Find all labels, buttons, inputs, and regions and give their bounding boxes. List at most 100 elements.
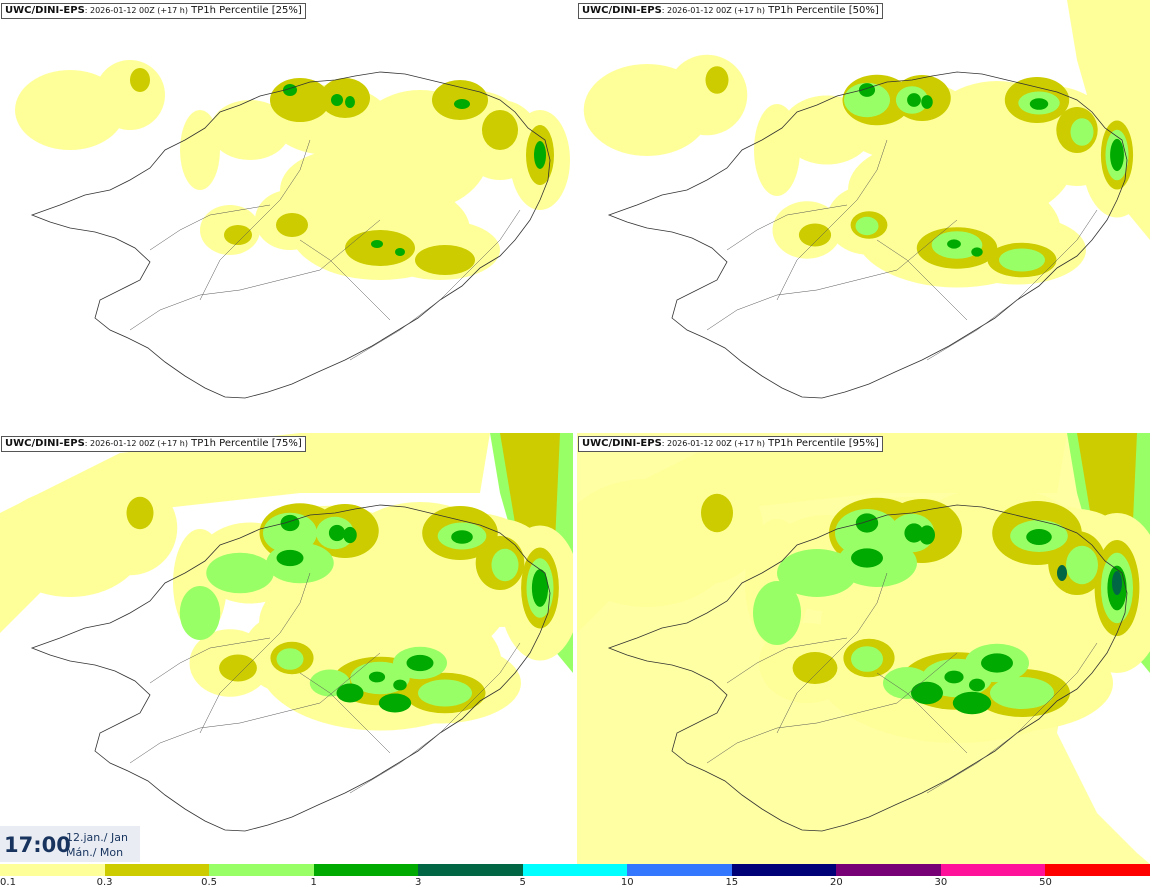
precip-contour <box>219 654 257 682</box>
precip-contour <box>904 523 924 543</box>
precip-contour <box>276 213 308 237</box>
precip-contour <box>418 679 472 707</box>
precip-map <box>583 0 1150 399</box>
valid-time: 17:00 <box>4 833 71 857</box>
road-line <box>149 637 271 684</box>
valid-weekday: Mán./ Mon <box>66 846 124 859</box>
panel-divider <box>573 0 577 864</box>
road-line <box>726 637 848 684</box>
precip-contour <box>981 653 1013 673</box>
precip-contour <box>907 93 921 107</box>
road-line <box>776 572 888 734</box>
coastline <box>607 504 1128 832</box>
precip-contour <box>95 60 165 130</box>
precip-contour <box>415 245 475 275</box>
colorbar-swatch <box>104 864 210 876</box>
road-line <box>349 209 521 361</box>
colorbar-swatch <box>731 864 837 876</box>
precip-contour <box>82 480 178 576</box>
precip-contour <box>753 581 801 645</box>
road-line <box>199 572 311 734</box>
precip-contour <box>336 683 364 703</box>
road-line <box>149 204 271 251</box>
panel-title: UWC/DINI-EPS: 2026-01-12 00Z (+17 h) TP1… <box>1 3 306 19</box>
precip-contour <box>371 240 383 248</box>
precip-contour <box>990 677 1054 709</box>
panel-title: UWC/DINI-EPS: 2026-01-12 00Z (+17 h) TP1… <box>578 436 883 452</box>
precip-contour <box>911 681 943 705</box>
precip-map <box>0 433 573 832</box>
colorbar-labels: 0.1 0.3 0.5 1 3 5 10 15 20 30 50 <box>0 877 1150 891</box>
precip-contour <box>971 247 983 257</box>
precip-contour <box>454 99 470 109</box>
precip-contour <box>1110 138 1124 172</box>
precip-contour <box>180 110 220 190</box>
road-line <box>776 139 888 301</box>
precip-contour <box>320 78 370 118</box>
precip-contour <box>130 68 150 92</box>
precip-contour <box>1057 565 1067 581</box>
road-line <box>726 204 848 251</box>
precip-contour <box>944 670 964 684</box>
road-line <box>706 652 958 764</box>
precip-contour <box>331 94 343 106</box>
precip-map <box>15 60 570 399</box>
coastline <box>30 71 551 399</box>
precip-contour <box>1070 118 1094 146</box>
colorbar-swatch <box>836 864 941 876</box>
precip-contour <box>276 549 304 567</box>
colorbar-label: 1 <box>310 877 317 888</box>
colorbar-label: 20 <box>829 877 843 888</box>
valid-date: 12.jan./ Jan <box>66 831 128 844</box>
precip-contour <box>378 693 412 713</box>
precip-contour <box>210 100 290 160</box>
coastline <box>607 71 1128 399</box>
precip-contour <box>1029 98 1049 110</box>
colorbar-label: 0.5 <box>201 877 218 888</box>
precip-contour <box>851 548 883 568</box>
precip-contour <box>999 248 1045 272</box>
colorbar-label: 5 <box>519 877 526 888</box>
road-line <box>199 139 311 301</box>
road-line <box>299 672 391 754</box>
colorbar <box>0 864 1150 876</box>
coastline <box>30 504 551 832</box>
colorbar-swatch <box>1045 864 1150 876</box>
precip-contour <box>1112 571 1122 595</box>
precip-contour <box>179 586 221 640</box>
precip-contour <box>395 248 405 256</box>
precip-contour <box>482 110 518 150</box>
colorbar-swatch <box>940 864 1046 876</box>
precip-contour <box>393 679 407 691</box>
colorbar-label: 50 <box>1039 877 1052 888</box>
precip-contour <box>947 239 961 249</box>
road-line <box>926 209 1098 361</box>
panel-title: UWC/DINI-EPS: 2026-01-12 00Z (+17 h) TP1… <box>1 436 306 452</box>
colorbar-swatch <box>522 864 628 876</box>
precip-map <box>577 433 1150 864</box>
road-line <box>129 652 381 764</box>
precip-contour <box>206 552 274 594</box>
precip-contour <box>798 223 832 247</box>
precip-contour <box>969 678 985 692</box>
precip-contour <box>651 472 763 584</box>
precip-contour <box>754 104 800 196</box>
precip-contour <box>666 54 748 136</box>
colorbar-label: 3 <box>414 877 422 888</box>
colorbar-swatch <box>313 864 419 876</box>
colorbar-label: 0.3 <box>96 877 113 888</box>
colorbar-swatch <box>209 864 314 876</box>
precip-contour <box>851 646 883 672</box>
precip-contour <box>451 530 473 544</box>
precip-contour <box>705 66 729 94</box>
road-line <box>299 239 391 321</box>
precip-contour <box>343 526 357 544</box>
road-line <box>926 642 1098 794</box>
road-line <box>706 219 958 331</box>
panel-title: UWC/DINI-EPS: 2026-01-12 00Z (+17 h) TP1… <box>578 3 883 19</box>
colorbar-swatch <box>0 864 105 876</box>
precip-contour <box>855 216 879 236</box>
map-panel-p75: UWC/DINI-EPS: 2026-01-12 00Z (+17 h) TP1… <box>0 433 573 864</box>
precip-contour <box>491 548 519 582</box>
precip-contour <box>406 654 434 672</box>
